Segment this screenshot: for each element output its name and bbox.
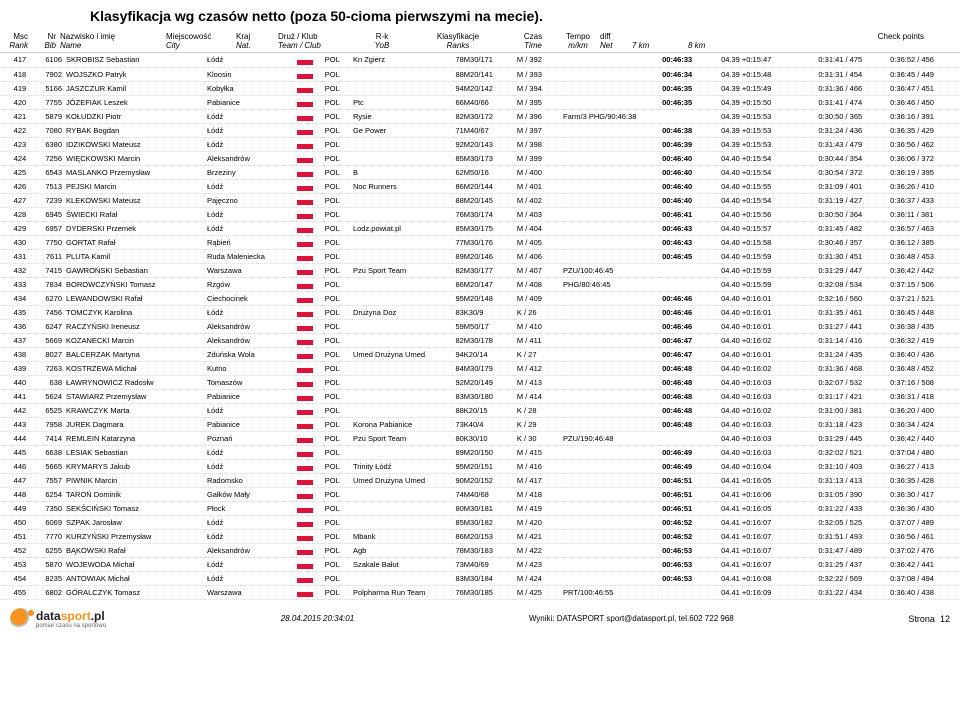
flag-icon	[297, 461, 313, 471]
timestamp: 28.04.2015 20:34:01	[281, 614, 354, 623]
flag-icon	[297, 545, 313, 555]
flag-icon	[297, 125, 313, 135]
table-row: 4187902WOJSZKO PatrykKloosinPOL88M20/141…	[0, 67, 960, 81]
table-row: 4497350SEKŚCIŃSKI TomaszPłockPOL80M30/18…	[0, 501, 960, 515]
table-row: 4357456TOMCZYK KarolinaŁódźPOLDrużyna Do…	[0, 305, 960, 319]
flag-icon	[297, 433, 313, 443]
flag-icon	[297, 419, 313, 429]
table-row: 4317611PLUTA KamilRuda MalenieckaPOL89M2…	[0, 249, 960, 263]
flag-icon	[297, 447, 313, 457]
table-row: 4236380IDZIKOWSKI MateuszŁódźPOL92M20/14…	[0, 137, 960, 151]
results-table: 4176106SKROBISZ SebastianŁódźPOLKn Zgier…	[0, 53, 960, 600]
flag-icon	[297, 335, 313, 345]
page-number: Strona 12	[908, 614, 950, 624]
table-row: 4447414REMLEIN KatarzynaPoznańPOLPzu Spo…	[0, 431, 960, 445]
flag-icon	[297, 559, 313, 569]
flag-icon	[297, 531, 313, 541]
flag-icon	[297, 97, 313, 107]
flag-icon	[297, 349, 313, 359]
table-row: 4548235ANTOWIAK MichałŁódźPOL83M30/184M …	[0, 571, 960, 585]
table-row: 4346270LEWANDOWSKI RafałCiechocinekPOL95…	[0, 291, 960, 305]
flag-icon	[297, 503, 313, 513]
table-row: 4456638LESIAK SebastianŁódźPOL89M20/150M…	[0, 445, 960, 459]
table-row: 4366247RACZYŃSKI IreneuszAleksandrówPOL5…	[0, 319, 960, 333]
table-row: 4195166JASZCZUR KamilKobyłkaPOL94M20/142…	[0, 81, 960, 95]
flag-icon	[297, 237, 313, 247]
table-row: 4176106SKROBISZ SebastianŁódźPOLKn Zgier…	[0, 53, 960, 67]
flag-icon	[297, 265, 313, 275]
flag-icon	[297, 195, 313, 205]
flag-icon	[297, 111, 313, 121]
flag-icon	[297, 209, 313, 219]
contact: Wyniki: DATASPORT sport@datasport.pl, te…	[529, 614, 734, 623]
table-row: 4556802GÓRALCZYK TomaszWarszawaPOLPolpha…	[0, 585, 960, 599]
table-row: 4397263KOSTRZEWA MichałKutnoPOL84M30/179…	[0, 361, 960, 375]
flag-icon	[297, 293, 313, 303]
table-row: 4267513PEJSKI MarcinŁódźPOLNoc Runners86…	[0, 179, 960, 193]
flag-icon	[297, 391, 313, 401]
logo: datasport.pl pomiar czasu na sportowo	[10, 608, 106, 630]
flag-icon	[297, 167, 313, 177]
flag-icon	[297, 69, 313, 79]
table-row: 4477557PIWNIK MarcinRadomskoPOLUmed Druż…	[0, 473, 960, 487]
flag-icon	[297, 307, 313, 317]
table-row: 4337834BOROWCZYŃSKI TomaszRzgówPOL86M20/…	[0, 277, 960, 291]
table-row: 4465665KRYMARYS JakubŁódźPOLTrinity Łódź…	[0, 459, 960, 473]
table-row: 4375669KOZANECKI MarcinAleksandrówPOL82M…	[0, 333, 960, 347]
table-row: 4486254TAROŃ DominikGałków MałyPOL74M40/…	[0, 487, 960, 501]
flag-icon	[297, 279, 313, 289]
table-row: 4437958JUREK DagmaraPabianicePOLKorona P…	[0, 417, 960, 431]
table-row: 4426525KRAWCZYK MartaŁódźPOL88K20/15K / …	[0, 403, 960, 417]
table-row: 4526255BĄKOWSKI RafałAleksandrówPOLAgb78…	[0, 543, 960, 557]
table-row: 4327415GAWROŃSKI SebastianWarszawaPOLPzu…	[0, 263, 960, 277]
table-header: MscRank NrBib Nazwisko i imięName Miejsc…	[0, 28, 960, 53]
flag-icon	[297, 321, 313, 331]
table-row: 4286945ŚWIECKI RafałŁódźPOL76M30/174M / …	[0, 207, 960, 221]
flag-icon	[297, 405, 313, 415]
table-row: 4207755JÓZEFIAK LeszekPabianicePOLPtc66M…	[0, 95, 960, 109]
table-row: 4227080RYBAK BogdanŁódźPOLGe Power71M40/…	[0, 123, 960, 137]
table-row: 4506069SZPAK JarosławŁódźPOL85M30/182M /…	[0, 515, 960, 529]
table-row: 4388027BALCERZAK MartynaZduńska WolaPOLU…	[0, 347, 960, 361]
table-row: 4296957DYDERSKI PrzemekŁódźPOLLodz.powia…	[0, 221, 960, 235]
datasport-icon	[10, 608, 32, 630]
flag-icon	[297, 223, 313, 233]
flag-icon	[297, 251, 313, 261]
table-row: 4517770KURZYŃSKI PrzemysławŁódźPOLMbank8…	[0, 529, 960, 543]
flag-icon	[297, 517, 313, 527]
table-row: 4256543MASLANKO PrzemysławBrzezinyPOLB62…	[0, 165, 960, 179]
flag-icon	[297, 153, 313, 163]
table-row: 440638ŁAWRYNOWICZ RadosłwTomaszówPOL92M2…	[0, 375, 960, 389]
table-row: 4277239KLEKOWSKI MateuszPajęcznoPOL88M20…	[0, 193, 960, 207]
flag-icon	[297, 181, 313, 191]
flag-icon	[297, 489, 313, 499]
flag-icon	[297, 587, 313, 597]
flag-icon	[297, 475, 313, 485]
table-row: 4307750GORTAT RafałRąbieńPOL77M30/176M /…	[0, 235, 960, 249]
flag-icon	[297, 83, 313, 93]
table-row: 4535870WOJEWODA MichałŁódźPOLSzakale Bał…	[0, 557, 960, 571]
table-row: 4415624STAWIARZ PrzemysławPabianicePOL83…	[0, 389, 960, 403]
page-title: Klasyfikacja wg czasów netto (poza 50-ci…	[0, 0, 960, 28]
table-row: 4215879KOŁUDZKI PiotrŁódźPOLRysie82M30/1…	[0, 109, 960, 123]
flag-icon	[297, 377, 313, 387]
table-row: 4247256WIĘCKOWSKI MarcinAleksandrówPOL85…	[0, 151, 960, 165]
flag-icon	[297, 55, 313, 65]
flag-icon	[297, 139, 313, 149]
flag-icon	[297, 573, 313, 583]
flag-icon	[297, 363, 313, 373]
footer: datasport.pl pomiar czasu na sportowo 28…	[0, 600, 960, 638]
